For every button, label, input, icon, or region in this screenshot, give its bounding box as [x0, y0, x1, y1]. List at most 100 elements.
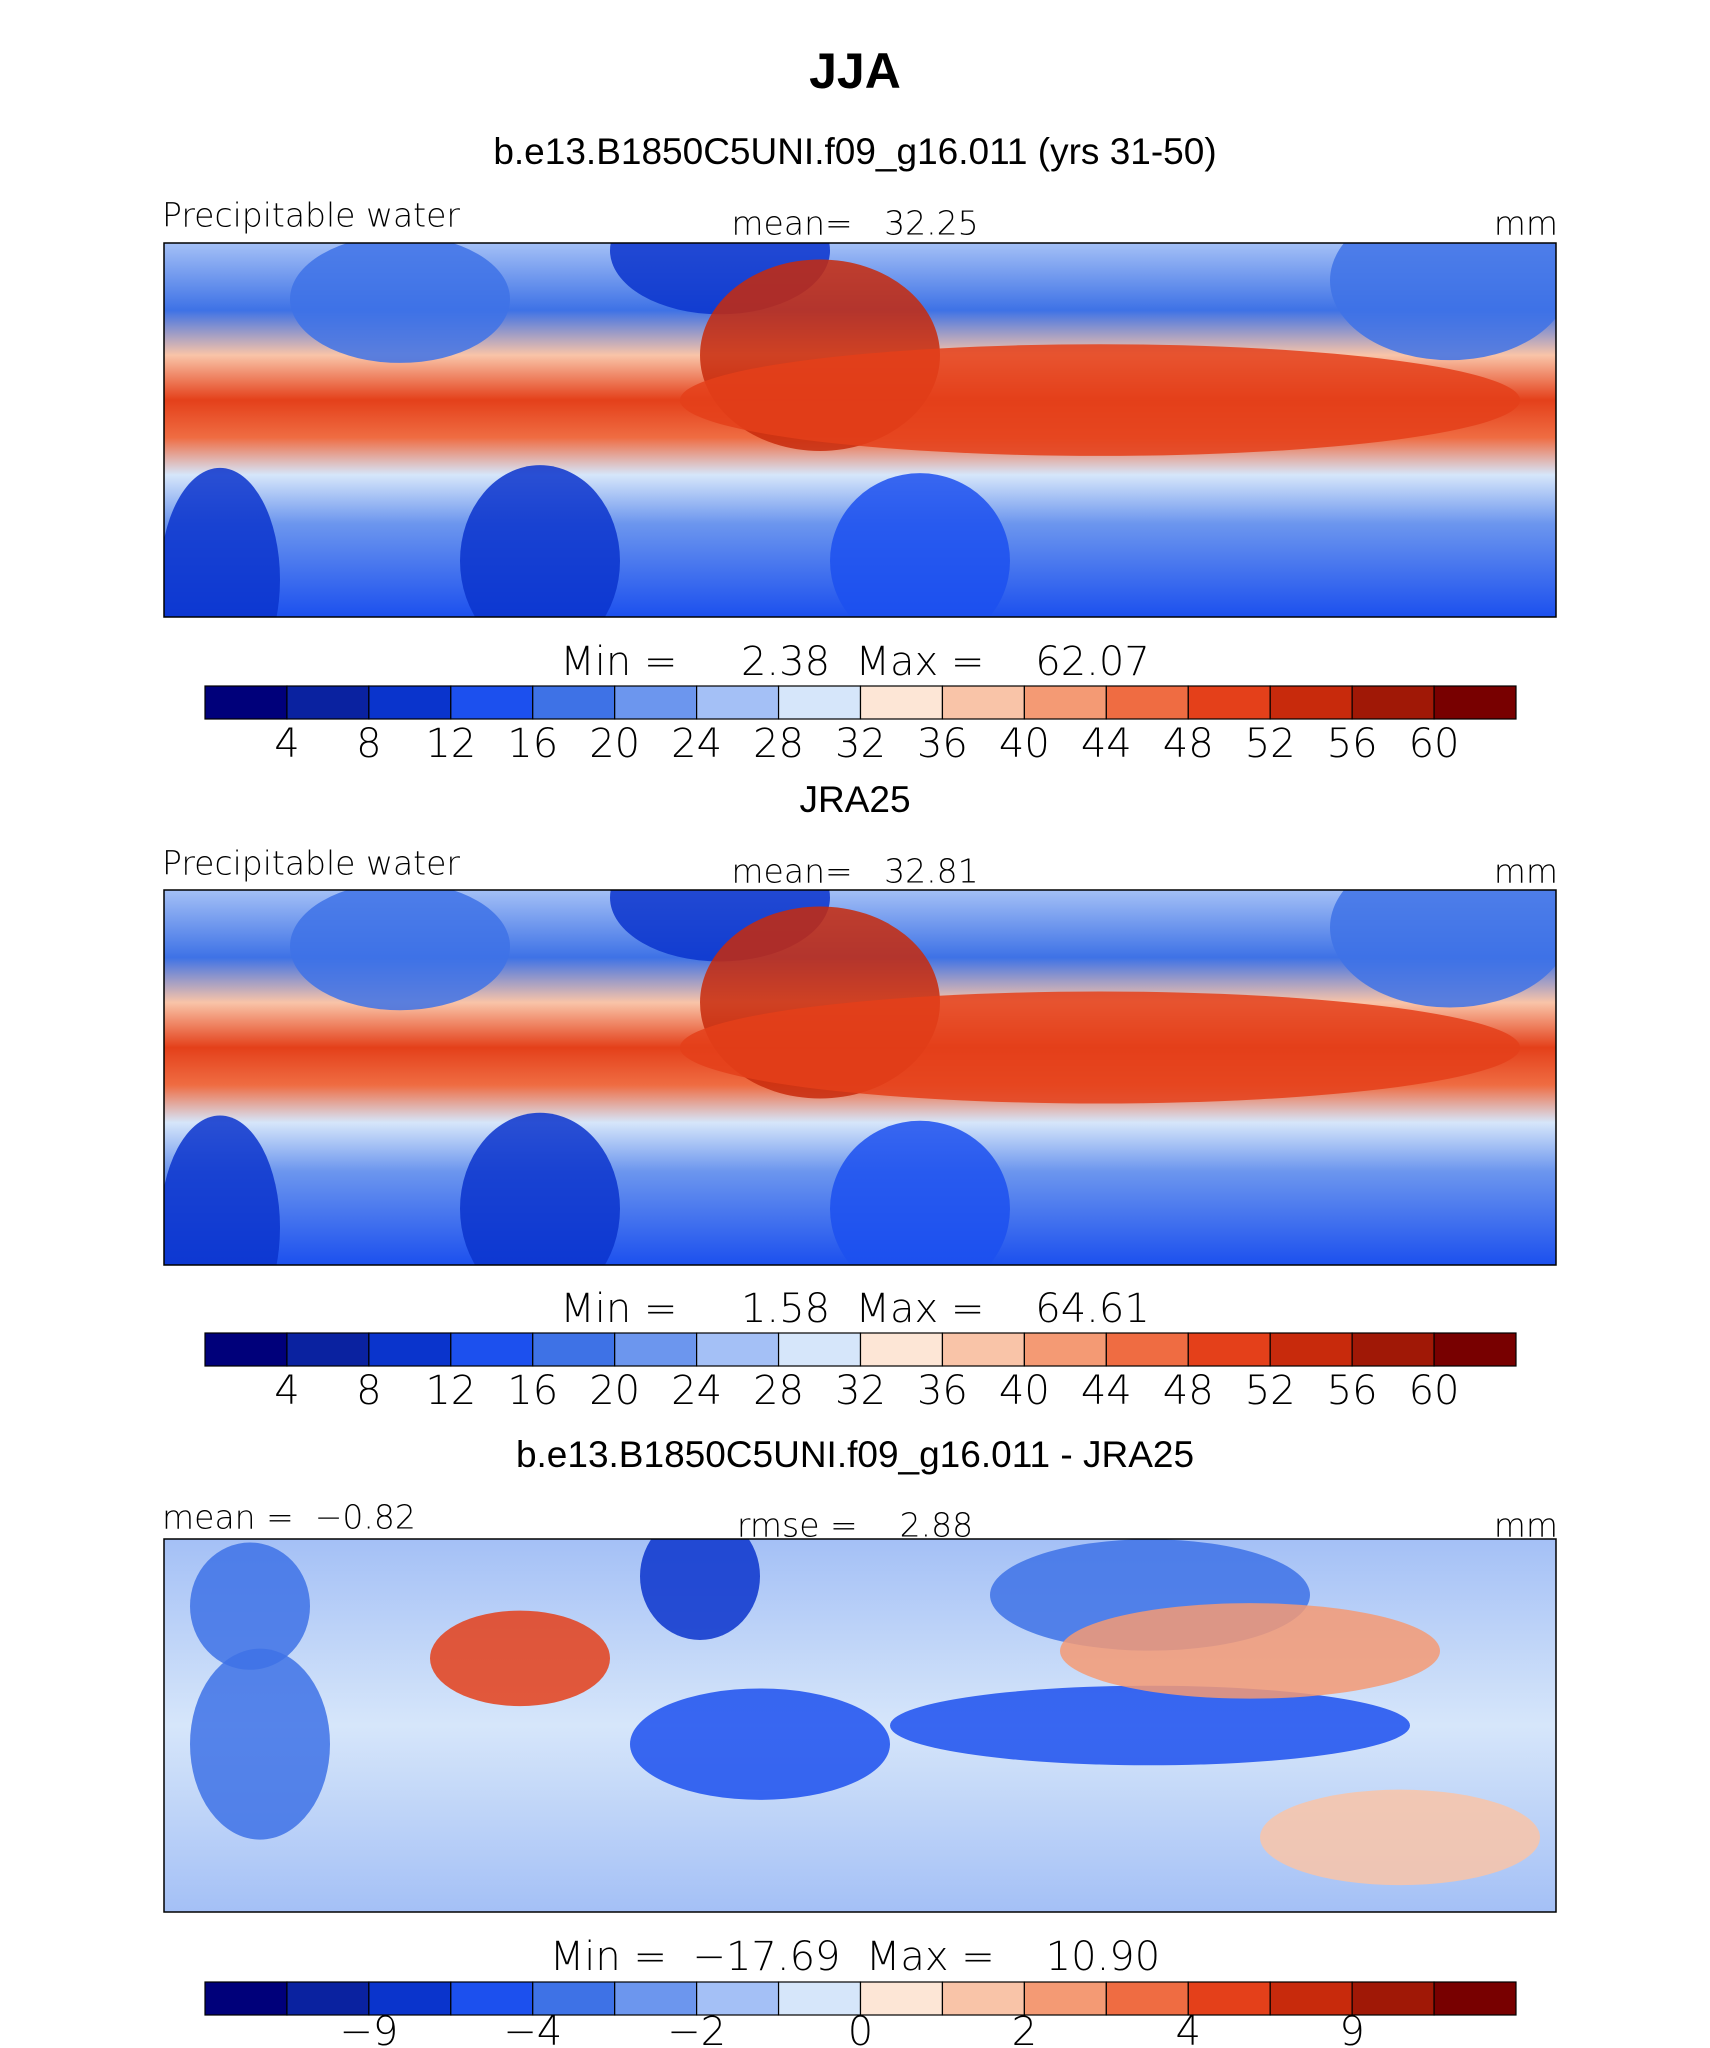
colorbar-box	[777, 1332, 862, 1367]
colorbar-box	[696, 1332, 780, 1367]
colorbar-label: 16	[507, 1368, 558, 1414]
colorbar-label: 52	[1245, 1368, 1296, 1414]
panel-title: b.e13.B1850C5UNI.f09_g16.011 - JRA25	[516, 1434, 1194, 1475]
colorbar-box	[286, 1332, 370, 1367]
panel-title: b.e13.B1850C5UNI.f09_g16.011 (yrs 31-50)	[493, 131, 1216, 172]
field-blob	[1060, 1603, 1440, 1699]
center-label: mean= 32.81	[731, 852, 978, 891]
field-blob	[830, 473, 1010, 617]
colorbar-box	[368, 1981, 452, 2016]
colorbar-box	[1105, 685, 1189, 720]
colorbar-label: 28	[753, 1368, 804, 1414]
colorbar-box	[1023, 1332, 1107, 1367]
field-blob	[430, 1610, 610, 1707]
colorbar-box	[1105, 1981, 1189, 2016]
field-blob	[1260, 1789, 1540, 1886]
min-max: Min = −17.69 Max = 10.90	[550, 1934, 1160, 1980]
colorbar-box	[1023, 685, 1107, 720]
colorbar-box	[777, 685, 862, 720]
colorbar-box	[204, 1981, 288, 2016]
right-label: mm	[1494, 1506, 1558, 1545]
colorbar-box	[1351, 1332, 1435, 1367]
colorbar-box	[614, 1981, 698, 2016]
colorbar-box	[1187, 1332, 1271, 1367]
colorbar-box	[368, 1332, 452, 1367]
colorbar-box	[1269, 1332, 1353, 1367]
colorbar-box	[859, 1981, 944, 2016]
colorbar-box	[941, 1332, 1025, 1367]
colorbar-label: 36	[917, 1368, 968, 1414]
colorbar-box	[1187, 1981, 1271, 2016]
colorbar-box	[368, 685, 452, 720]
colorbar-box	[204, 1332, 288, 1367]
colorbar-label: 8	[356, 1368, 381, 1414]
left-label: Precipitable water	[162, 844, 460, 883]
colorbar-box	[1351, 1981, 1435, 2016]
colorbar-label: 32	[835, 1368, 886, 1414]
colorbar-box	[204, 685, 288, 720]
colorbar-label: 16	[507, 721, 558, 767]
colorbar-label: 60	[1409, 1368, 1460, 1414]
colorbar-box	[532, 685, 616, 720]
field-blob	[680, 344, 1520, 456]
colorbar-box	[1105, 1332, 1189, 1367]
colorbar-label: 20	[589, 721, 640, 767]
field-blob	[680, 991, 1520, 1104]
colorbar-label: 2	[1012, 2009, 1037, 2048]
field-blob	[640, 1539, 760, 1640]
colorbar-box	[286, 685, 370, 720]
colorbar-box	[941, 1981, 1025, 2016]
colorbar-box	[696, 685, 780, 720]
colorbar-label: 56	[1327, 721, 1378, 767]
left-label: Precipitable water	[162, 196, 460, 235]
colorbar-label: 48	[1163, 1368, 1214, 1414]
center-label: rmse = 2.88	[737, 1506, 973, 1545]
field-blob	[164, 467, 280, 617]
colorbar-label: 24	[671, 721, 722, 767]
colorbar-label: 52	[1245, 721, 1296, 767]
field-blob	[290, 243, 510, 363]
colorbar-label: 60	[1409, 721, 1460, 767]
colorbar-box	[1433, 1981, 1517, 2016]
colorbar-box	[859, 1332, 944, 1367]
map-border	[163, 889, 1557, 1266]
field-blob	[830, 1120, 1010, 1265]
map-field	[164, 243, 1556, 617]
colorbar-box	[1433, 1332, 1517, 1367]
colorbar-box	[1351, 685, 1435, 720]
colorbar-box	[532, 1332, 616, 1367]
right-label: mm	[1494, 852, 1558, 891]
colorbar-box	[614, 685, 698, 720]
colorbar-label: 28	[753, 721, 804, 767]
map	[163, 889, 1557, 1266]
map-border	[163, 242, 1557, 618]
colorbar-box	[1269, 1981, 1353, 2016]
colorbar-label: −4	[503, 2009, 562, 2048]
field-blob	[190, 1648, 330, 1840]
colorbar-label: 4	[274, 1368, 299, 1414]
field-blob	[164, 1115, 280, 1265]
colorbar-box	[286, 1981, 370, 2016]
colorbar-label: 9	[1339, 2009, 1364, 2048]
colorbar-label: 12	[425, 721, 476, 767]
colorbar-box	[1187, 685, 1271, 720]
colorbar-label: 44	[1081, 1368, 1132, 1414]
min-max: Min = 2.38 Max = 62.07	[560, 639, 1150, 685]
figure-title: JJA	[809, 43, 901, 99]
panel-title: JRA25	[799, 779, 910, 820]
colorbar-box	[1023, 1981, 1107, 2016]
field-blob	[460, 465, 620, 617]
colorbar-label: 40	[999, 721, 1050, 767]
map-border	[163, 1538, 1557, 1913]
map	[163, 1538, 1557, 1913]
colorbar-box	[941, 685, 1025, 720]
colorbar-box	[614, 1332, 698, 1367]
map-field	[164, 890, 1556, 1265]
min-max: Min = 1.58 Max = 64.61	[560, 1286, 1150, 1332]
field-blob	[890, 1685, 1410, 1766]
colorbar-box	[696, 1981, 780, 2016]
colorbar-label: 24	[671, 1368, 722, 1414]
colorbar-box	[1433, 685, 1517, 720]
field-blob	[460, 1112, 620, 1265]
